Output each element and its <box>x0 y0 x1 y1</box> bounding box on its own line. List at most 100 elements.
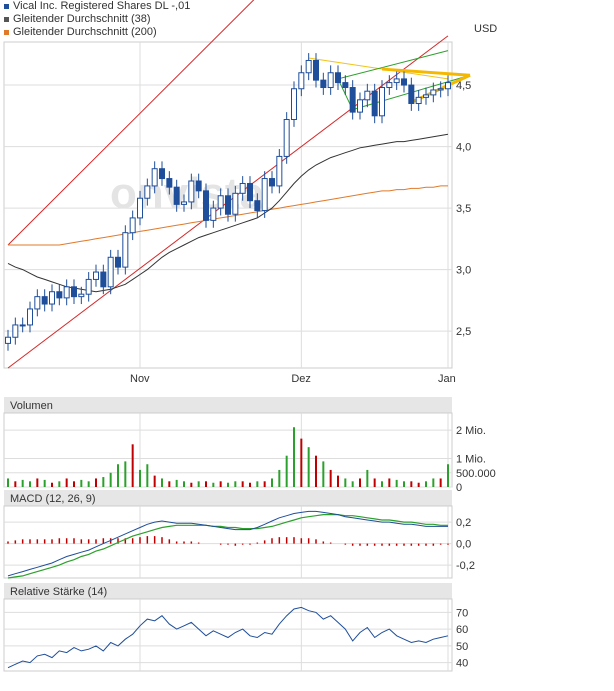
candlestick <box>12 317 19 345</box>
candlestick <box>34 289 41 317</box>
candlestick <box>232 185 239 222</box>
candle-body <box>305 59 312 74</box>
candle-body <box>49 291 55 305</box>
legend-item-price: Vical Inc. Registered Shares DL -,01 <box>4 0 190 13</box>
candle-body <box>56 291 63 299</box>
volume-tick-label: 500.000 <box>456 468 496 480</box>
candlestick <box>327 65 334 95</box>
candlestick <box>379 80 385 124</box>
legend-swatch-price <box>4 4 9 9</box>
price-tick-label: 3,5 <box>456 203 471 215</box>
candlestick <box>342 75 349 95</box>
macd-tick-label: 0,2 <box>456 517 471 529</box>
candle-body <box>269 178 275 187</box>
candlestick <box>349 80 356 120</box>
candlestick <box>115 249 121 275</box>
candle-body <box>41 296 48 305</box>
candle-body <box>437 88 444 91</box>
price-tick-label: 2,5 <box>456 326 471 338</box>
candlestick <box>305 53 312 81</box>
price-tick-label: 4,0 <box>456 142 471 154</box>
candle-body <box>188 180 195 203</box>
candle-body <box>254 200 261 212</box>
candle-body <box>247 182 253 202</box>
candle-body <box>144 185 151 199</box>
wedge-upper-line <box>337 50 449 80</box>
currency-label: USD <box>474 23 497 35</box>
candlestick <box>93 264 99 287</box>
macd-header <box>4 490 452 506</box>
volume-y-ticks: 2 Mio. 1 Mio. 500.000 0 <box>456 425 496 494</box>
rsi-tick-label: 70 <box>456 607 468 619</box>
macd-tick-label: -0,2 <box>456 560 475 572</box>
price-tick-label: 3,0 <box>456 265 471 277</box>
candlestick <box>415 89 422 111</box>
macd-panel <box>3 505 453 579</box>
candlestick <box>122 225 129 275</box>
candlestick <box>298 65 305 97</box>
candlestick <box>276 149 283 194</box>
candle-body <box>100 271 107 288</box>
candle-body <box>71 286 77 298</box>
yellow-triangle-top <box>381 67 471 77</box>
candlestick <box>364 83 371 108</box>
candle-body <box>27 308 33 326</box>
candle-body <box>371 90 378 117</box>
candle-body <box>445 82 451 90</box>
candlesticks <box>5 53 451 351</box>
rsi-tick-label: 60 <box>456 624 468 636</box>
candle-body <box>19 324 26 327</box>
candle-body <box>159 168 165 180</box>
candlestick <box>63 279 70 306</box>
candlestick <box>78 286 85 305</box>
candlestick <box>357 92 363 120</box>
candlestick <box>269 171 275 194</box>
rsi-header <box>4 583 452 599</box>
candle-body <box>166 178 173 188</box>
candle-body <box>93 271 99 280</box>
candlestick <box>261 171 268 218</box>
legend-label-ma200: Gleitender Durchschnitt (200) <box>13 26 157 38</box>
candlestick <box>423 87 429 105</box>
candlestick <box>401 71 407 93</box>
price-tick-label: 4,5 <box>456 80 471 92</box>
candle-body <box>291 88 297 121</box>
price-y-ticks: 2,5 3,0 3,5 4,0 4,5 <box>456 80 471 338</box>
candle-body <box>393 78 400 84</box>
rsi-grid <box>4 599 452 671</box>
candlestick <box>19 317 26 333</box>
channel-upper-line <box>7 0 255 246</box>
candlestick <box>254 193 261 218</box>
candlestick <box>320 72 327 95</box>
macd-lines <box>7 510 448 579</box>
candle-body <box>335 72 341 84</box>
rsi-y-ticks: 70 60 50 40 <box>456 607 468 669</box>
candle-body <box>415 96 422 105</box>
chart-legend: Vical Inc. Registered Shares DL -,01 Gle… <box>4 0 190 39</box>
candle-body <box>408 84 415 105</box>
candle-body <box>364 90 371 101</box>
candlestick <box>239 176 246 201</box>
volume-tick-label: 2 Mio. <box>456 425 486 437</box>
legend-item-ma200: Gleitender Durchschnitt (200) <box>4 26 190 39</box>
candlestick <box>41 289 48 312</box>
macd-y-ticks: 0,2 0,0 -0,2 <box>456 517 475 572</box>
candlestick <box>181 194 187 212</box>
candlestick <box>445 75 451 97</box>
candle-body <box>261 178 268 212</box>
candle-body <box>5 336 11 344</box>
macd-line <box>7 510 448 577</box>
candlestick <box>151 161 158 194</box>
volume-bars <box>7 427 449 487</box>
candlestick <box>335 65 341 90</box>
candle-body <box>232 192 239 215</box>
candlestick <box>49 284 55 312</box>
legend-label-price: Vical Inc. Registered Shares DL -,01 <box>13 0 191 12</box>
candlestick <box>408 77 415 111</box>
rsi-panel <box>3 598 453 672</box>
candle-body <box>85 278 92 295</box>
macd-tick-label: 0,0 <box>456 539 471 551</box>
candlestick <box>71 279 77 305</box>
rsi-line <box>7 606 449 669</box>
candlestick <box>166 171 173 195</box>
